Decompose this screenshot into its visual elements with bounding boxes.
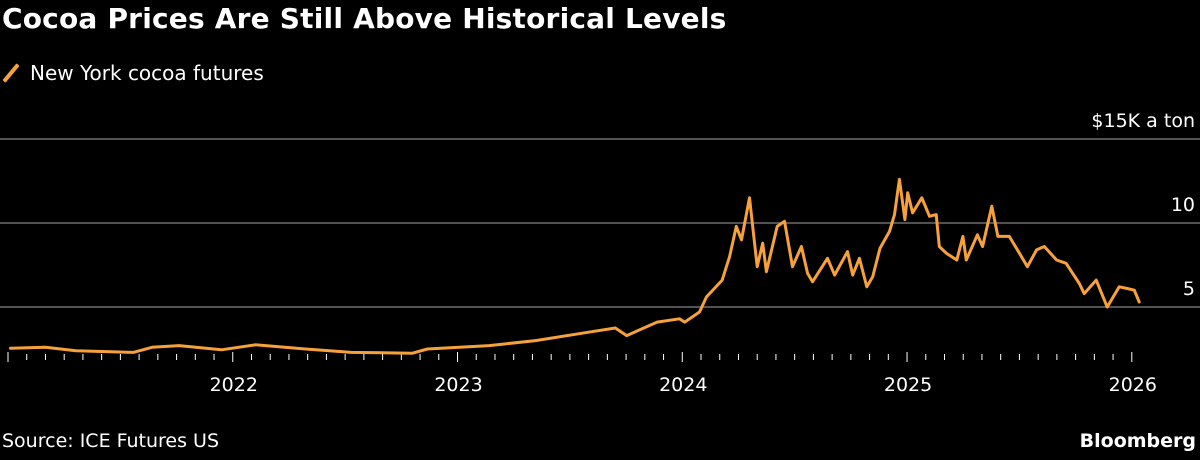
data-point	[858, 257, 861, 260]
data-point	[775, 225, 779, 228]
data-point	[1083, 292, 1086, 295]
data-point	[928, 215, 931, 218]
data-point	[893, 213, 896, 216]
series-line-new-york-cocoa-futures	[9, 177, 1141, 355]
legend-label: New York cocoa futures	[30, 61, 264, 85]
data-point	[911, 211, 914, 215]
data-point	[534, 339, 537, 342]
source-note: Source: ICE Futures US	[2, 430, 220, 452]
data-point	[1118, 285, 1121, 289]
data-point	[1043, 245, 1046, 248]
data-point	[990, 205, 993, 208]
data-point	[898, 178, 901, 181]
data-point	[865, 285, 869, 289]
data-point	[938, 245, 941, 248]
data-point	[888, 230, 891, 233]
data-point	[1094, 278, 1098, 282]
data-point	[791, 265, 794, 268]
data-point	[1026, 265, 1029, 268]
data-point	[748, 196, 751, 199]
data-point	[220, 348, 223, 352]
data-point	[1078, 282, 1081, 285]
data-point	[906, 191, 909, 194]
data-point	[587, 331, 590, 334]
data-point	[833, 273, 836, 277]
x-tick-label: 2024	[659, 374, 707, 396]
bloomberg-logo: Bloomberg	[1079, 430, 1196, 452]
data-point	[9, 346, 12, 350]
data-point	[961, 235, 965, 238]
data-point	[783, 220, 786, 223]
data-point	[1106, 305, 1109, 309]
data-point	[177, 344, 181, 347]
chart-title: Cocoa Prices Are Still Above Historical …	[2, 2, 727, 35]
data-point	[698, 310, 701, 314]
data-point	[851, 273, 854, 277]
data-point	[74, 349, 78, 352]
data-point	[945, 252, 948, 255]
data-point	[1018, 252, 1021, 255]
data-point	[996, 235, 1000, 238]
data-point	[846, 250, 849, 253]
data-point	[935, 213, 938, 216]
data-point	[132, 351, 135, 354]
data-point	[1055, 258, 1058, 262]
data-point	[976, 233, 979, 236]
data-point	[1125, 287, 1129, 290]
data-point	[411, 352, 414, 355]
y-tick-label: 5	[1183, 278, 1195, 300]
data-point	[756, 265, 759, 268]
x-tick-label: 2022	[210, 374, 258, 396]
data-point	[625, 334, 628, 337]
data-point	[765, 270, 768, 273]
data-point	[1064, 262, 1068, 265]
data-point	[800, 245, 803, 248]
data-point	[903, 218, 907, 221]
data-point	[761, 241, 764, 245]
data-point	[1008, 235, 1011, 238]
data-point	[350, 351, 353, 354]
data-point	[253, 343, 257, 346]
data-point	[304, 347, 307, 351]
data-point	[655, 320, 659, 324]
y-tick-label: $15K a ton	[1091, 110, 1195, 132]
data-point	[920, 196, 923, 199]
data-point	[981, 245, 984, 248]
data-point	[614, 326, 617, 330]
data-point	[1137, 300, 1141, 304]
x-tick-label: 2023	[434, 374, 482, 396]
data-point	[678, 317, 681, 320]
data-point	[826, 257, 829, 260]
x-tick-label: 2025	[884, 374, 932, 396]
legend: New York cocoa futures	[4, 61, 264, 85]
data-point	[965, 258, 968, 262]
data-point	[735, 225, 738, 228]
data-point	[806, 272, 809, 275]
data-point	[1133, 289, 1136, 292]
x-tick-label: 2026	[1109, 374, 1157, 396]
y-tick-label: 10	[1171, 194, 1195, 216]
data-point	[426, 347, 429, 351]
data-point	[811, 280, 814, 283]
data-point	[740, 238, 743, 241]
data-point	[878, 247, 882, 250]
data-point	[683, 320, 686, 324]
data-point	[44, 346, 47, 349]
data-point	[728, 255, 731, 258]
data-point	[955, 258, 958, 262]
data-point	[150, 346, 154, 349]
data-point	[720, 278, 724, 282]
data-point	[487, 344, 491, 347]
data-point	[1035, 248, 1038, 252]
data-point	[871, 275, 874, 278]
data-point	[705, 295, 708, 299]
